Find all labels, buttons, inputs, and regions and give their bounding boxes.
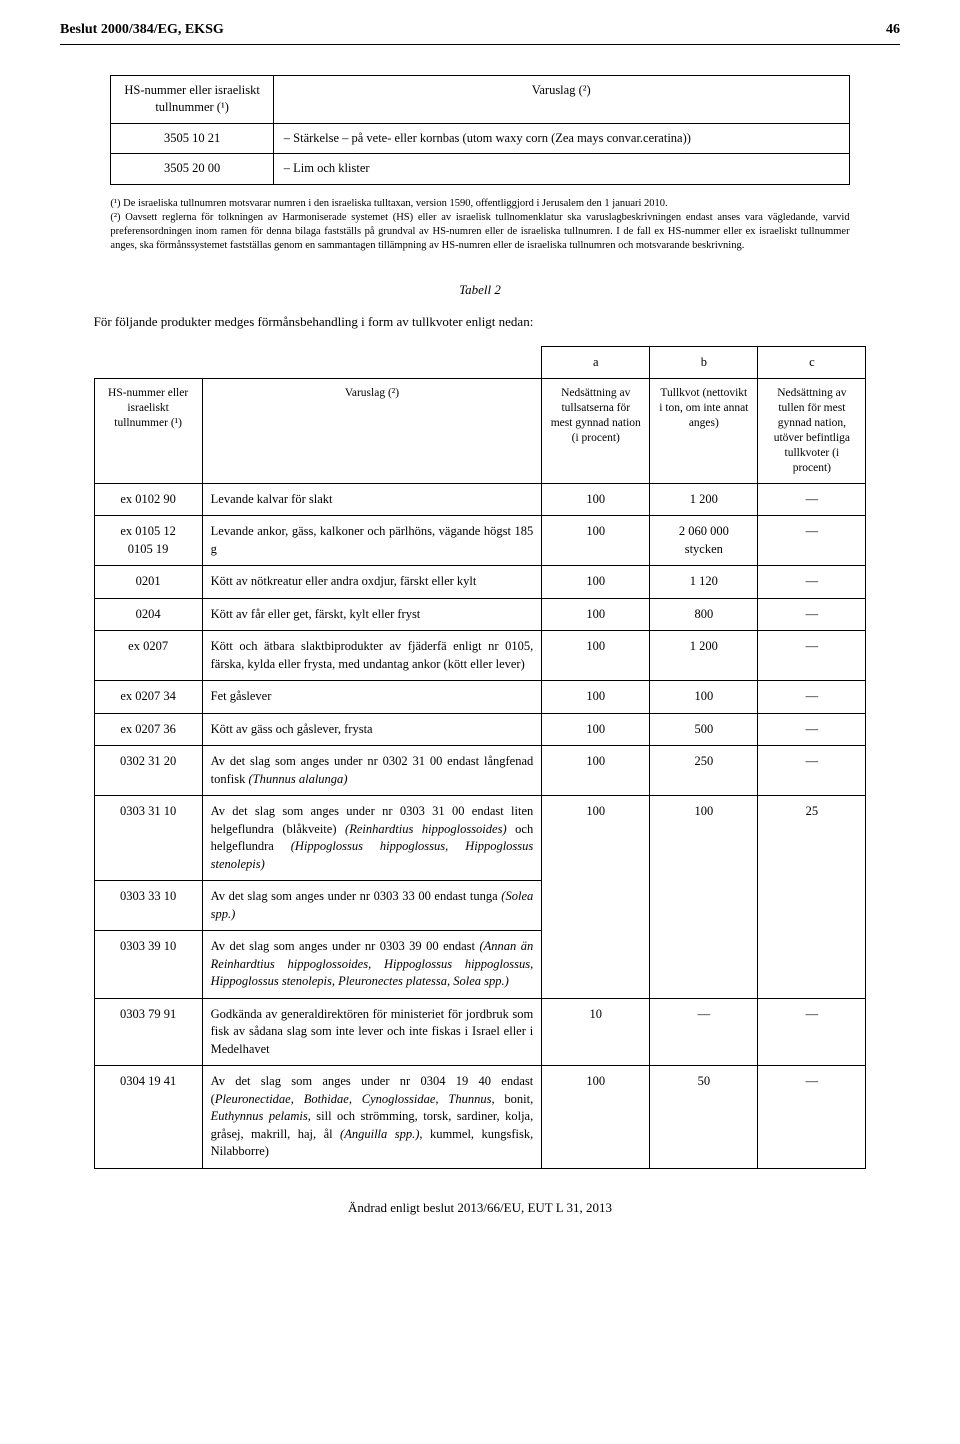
footnote-2: (²) Oavsett reglerna för tolkningen av H…	[110, 211, 849, 254]
t2-hs: 0204	[94, 598, 202, 631]
footnote-1: (¹) De israeliska tullnumren motsvarar n…	[110, 197, 849, 211]
header-rule	[60, 44, 900, 45]
t2-head-b: Tullkvot (nettovikt i ton, om inte annat…	[650, 379, 758, 484]
t2-b: 1 200	[650, 483, 758, 516]
t2-c: —	[758, 746, 866, 796]
t2-c: —	[758, 631, 866, 681]
t2-desc: Kött av nötkreatur eller andra oxdjur, f…	[202, 566, 542, 599]
t2-desc: Av det slag som anges under nr 0303 33 0…	[202, 881, 542, 931]
t2-c: —	[758, 713, 866, 746]
t2-a: 100	[542, 746, 650, 796]
t2-a	[542, 881, 650, 931]
t1-code: 3505 10 21	[111, 123, 273, 154]
t2-head-hs: HS-nummer eller israeliskt tullnummer (¹…	[94, 379, 202, 484]
t2-a: 100	[542, 1066, 650, 1169]
t2-a	[542, 931, 650, 999]
t2-desc: Levande ankor, gäss, kalkoner och pärlhö…	[202, 516, 542, 566]
t2-a: 100	[542, 598, 650, 631]
t2-a: 100	[542, 631, 650, 681]
t2-c: —	[758, 566, 866, 599]
t2-desc: Fet gåslever	[202, 681, 542, 714]
t2-hs: 0303 33 10	[94, 881, 202, 931]
page-number: 46	[886, 20, 900, 40]
t1-desc: – Lim och klister	[273, 154, 849, 185]
t2-hs: 0304 19 41	[94, 1066, 202, 1169]
t2-b: 2 060 000 stycken	[650, 516, 758, 566]
t2-desc: Av det slag som anges under nr 0304 19 4…	[202, 1066, 542, 1169]
t2-desc: Av det slag som anges under nr 0303 39 0…	[202, 931, 542, 999]
t2-desc: Godkända av generaldirektören för minist…	[202, 998, 542, 1066]
t1-head-desc: Varuslag (²)	[273, 75, 849, 123]
footnotes: (¹) De israeliska tullnumren motsvarar n…	[110, 197, 849, 254]
t2-hs: 0303 79 91	[94, 998, 202, 1066]
t2-hs: 0201	[94, 566, 202, 599]
t2-c: —	[758, 1066, 866, 1169]
t1-code: 3505 20 00	[111, 154, 273, 185]
t2-hs: ex 0207 34	[94, 681, 202, 714]
t2-desc: Av det slag som anges under nr 0302 31 0…	[202, 746, 542, 796]
t2-a: 10	[542, 998, 650, 1066]
t2-desc: Levande kalvar för slakt	[202, 483, 542, 516]
t2-desc: Av det slag som anges under nr 0303 31 0…	[202, 796, 542, 881]
t2-abc-b: b	[650, 346, 758, 379]
doc-title: Beslut 2000/384/EG, EKSG	[60, 20, 224, 40]
t2-b: 800	[650, 598, 758, 631]
t2-a: 100	[542, 796, 650, 881]
footer-text: Ändrad enligt beslut 2013/66/EU, EUT L 3…	[60, 1199, 900, 1217]
t2-abc-c: c	[758, 346, 866, 379]
t2-head-desc: Varuslag (²)	[202, 379, 542, 484]
t2-desc: Kött av får eller get, färskt, kylt elle…	[202, 598, 542, 631]
t2-hs: 0303 39 10	[94, 931, 202, 999]
t1-desc: – Stärkelse – på vete- eller kornbas (ut…	[273, 123, 849, 154]
t2-b	[650, 881, 758, 931]
t2-hs: ex 0207	[94, 631, 202, 681]
t2-hs: ex 0102 90	[94, 483, 202, 516]
table-1: HS-nummer eller israeliskt tullnummer (¹…	[110, 75, 849, 185]
t2-b	[650, 931, 758, 999]
t2-c: —	[758, 483, 866, 516]
t2-a: 100	[542, 516, 650, 566]
t2-a: 100	[542, 483, 650, 516]
t2-c: —	[758, 516, 866, 566]
t2-b: 500	[650, 713, 758, 746]
t2-b: 100	[650, 681, 758, 714]
t2-desc: Kött och ätbara slaktbiprodukter av fjäd…	[202, 631, 542, 681]
t2-b: 100	[650, 796, 758, 881]
t1-head-hs: HS-nummer eller israeliskt tullnummer (¹…	[111, 75, 273, 123]
t2-hs: ex 0105 12 0105 19	[94, 516, 202, 566]
t2-b: 1 200	[650, 631, 758, 681]
t2-c: —	[758, 598, 866, 631]
t2-b: —	[650, 998, 758, 1066]
t2-b: 50	[650, 1066, 758, 1169]
t2-a: 100	[542, 713, 650, 746]
t2-head-c: Nedsättning av tullen för mest gynnad na…	[758, 379, 866, 484]
t2-c: —	[758, 998, 866, 1066]
t2-c	[758, 881, 866, 931]
t2-hs: 0303 31 10	[94, 796, 202, 881]
t2-c: —	[758, 681, 866, 714]
table-2: a b c HS-nummer eller israeliskt tullnum…	[94, 346, 867, 1169]
t2-a: 100	[542, 566, 650, 599]
t2-desc: Kött av gäss och gåslever, frysta	[202, 713, 542, 746]
t2-b: 250	[650, 746, 758, 796]
t2-a: 100	[542, 681, 650, 714]
t2-b: 1 120	[650, 566, 758, 599]
intro-text: För följande produkter medges förmånsbeh…	[94, 313, 867, 331]
t2-hs: ex 0207 36	[94, 713, 202, 746]
t2-c: 25	[758, 796, 866, 881]
t2-hs: 0302 31 20	[94, 746, 202, 796]
t2-abc-a: a	[542, 346, 650, 379]
t2-c	[758, 931, 866, 999]
tabell-2-title: Tabell 2	[60, 281, 900, 299]
t2-head-a: Nedsättning av tullsatserna för mest gyn…	[542, 379, 650, 484]
